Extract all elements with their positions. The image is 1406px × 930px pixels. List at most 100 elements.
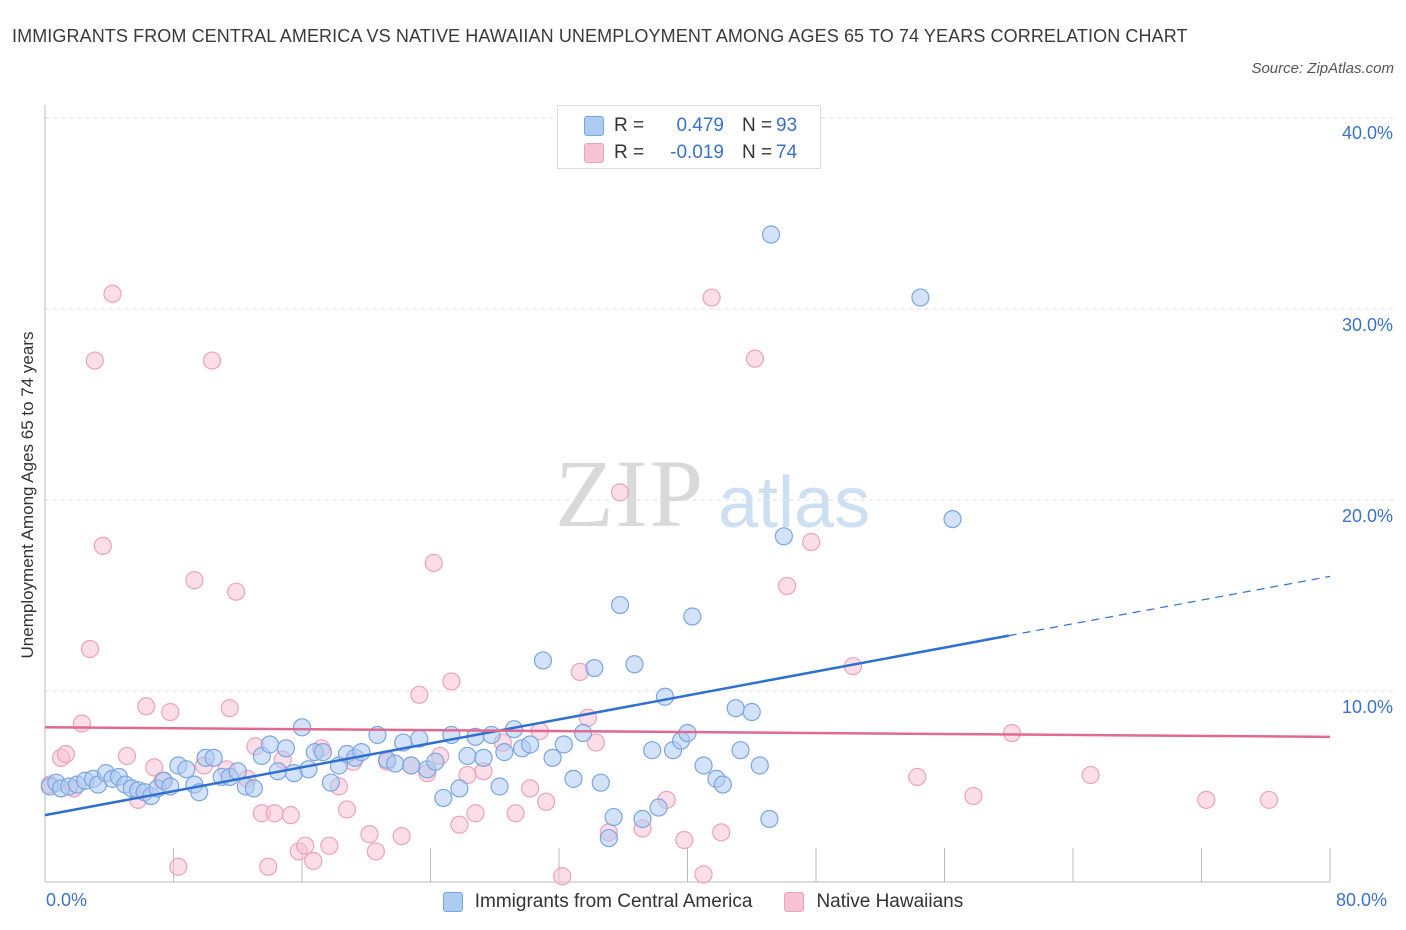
central-america-point xyxy=(533,651,553,670)
central-america-point xyxy=(292,718,312,737)
series-native-hawaiians xyxy=(40,284,1279,886)
native-hawaiians-point xyxy=(1197,790,1216,809)
central-america-point xyxy=(458,746,477,766)
central-america-point xyxy=(564,769,583,788)
trend-line-central-america-extension xyxy=(1008,575,1331,637)
central-america-point xyxy=(426,752,445,771)
y-tick-label-40: 40.0% xyxy=(1341,123,1393,143)
native-hawaiians-point xyxy=(85,351,104,370)
native-hawaiians-point xyxy=(202,351,222,370)
central-america-point xyxy=(450,779,469,798)
central-america-point xyxy=(643,741,662,760)
central-america-point xyxy=(260,735,279,754)
legend-label-native-hawaiians: Native Hawaiians xyxy=(816,891,964,912)
legend-swatch-pink xyxy=(584,143,604,163)
x-tick-label-max: 80.0% xyxy=(1336,890,1388,910)
native-hawaiians-point xyxy=(137,697,156,716)
central-america-point xyxy=(649,798,668,817)
central-america-point xyxy=(554,735,573,754)
native-hawaiians-point xyxy=(220,699,239,718)
y-tick-label-30: 30.0% xyxy=(1341,315,1393,335)
legend-swatch-blue xyxy=(584,116,604,136)
central-america-point xyxy=(750,756,769,775)
central-america-point xyxy=(694,756,713,775)
central-america-point xyxy=(321,773,341,792)
legend-r-label: R = xyxy=(614,142,645,163)
native-hawaiians-point xyxy=(424,553,443,573)
central-america-point xyxy=(543,748,562,767)
central-america-point xyxy=(731,741,750,760)
native-hawaiians-point xyxy=(1002,723,1022,743)
central-america-point xyxy=(761,225,781,244)
central-america-point xyxy=(299,760,318,779)
native-hawaiians-point xyxy=(185,571,204,590)
central-america-point xyxy=(402,756,421,775)
central-america-point xyxy=(591,773,610,792)
native-hawaiians-point xyxy=(392,827,411,846)
x-tick-label-min: 0.0% xyxy=(46,890,88,910)
central-america-point xyxy=(495,743,514,762)
native-hawaiians-point xyxy=(777,576,797,596)
native-hawaiians-point xyxy=(304,851,323,871)
central-america-point xyxy=(760,809,779,829)
y-axis-label: Unemployment Among Ages 65 to 74 years xyxy=(18,331,37,659)
central-america-point xyxy=(943,509,962,529)
legend-r-label: R = xyxy=(614,115,645,136)
source-credit: Source: ZipAtlas.com xyxy=(1251,60,1394,77)
central-america-point xyxy=(774,527,793,546)
central-america-point xyxy=(490,777,509,796)
native-hawaiians-point xyxy=(1259,790,1279,809)
legend-n-label: N = xyxy=(742,115,773,136)
native-hawaiians-point xyxy=(675,830,694,850)
central-america-point xyxy=(604,807,623,827)
central-america-point xyxy=(610,595,630,615)
native-hawaiians-point xyxy=(702,288,721,307)
central-america-point xyxy=(573,723,593,743)
central-america-point xyxy=(655,687,675,706)
y-tick-label-20: 20.0% xyxy=(1341,506,1393,526)
native-hawaiians-point xyxy=(745,349,765,368)
native-hawaiians-point xyxy=(694,865,713,884)
native-hawaiians-point xyxy=(227,582,246,601)
native-hawaiians-point xyxy=(337,800,357,819)
trend-lines xyxy=(44,575,1331,817)
central-america-point xyxy=(276,739,296,758)
central-america-point xyxy=(434,788,453,808)
central-america-point xyxy=(386,754,405,773)
legend-r-value: 0.479 xyxy=(676,115,724,136)
correlation-legend: R = 0.479 N = 93 R = -0.019 N = 74 xyxy=(557,105,821,169)
legend-swatch-blue xyxy=(442,892,463,912)
central-america-point xyxy=(713,775,732,794)
axes xyxy=(44,105,1331,883)
central-america-point xyxy=(244,779,263,798)
central-america-point xyxy=(520,735,540,754)
legend-swatch-pink xyxy=(784,892,805,912)
legend-row-central-america: R = 0.479 N = 93 xyxy=(584,114,797,138)
central-america-point xyxy=(482,725,501,745)
native-hawaiians-point xyxy=(103,284,122,303)
chart-title: IMMIGRANTS FROM CENTRAL AMERICA VS NATIV… xyxy=(12,26,1188,46)
central-america-point xyxy=(585,658,604,678)
legend-item-central-america: Immigrants from Central America xyxy=(442,891,752,913)
legend-row-native-hawaiians: R = -0.019 N = 74 xyxy=(584,141,797,165)
legend-n-value: 93 xyxy=(776,115,798,136)
native-hawaiians-point xyxy=(145,758,164,777)
native-hawaiians-point xyxy=(72,714,92,733)
central-america-point xyxy=(177,760,196,779)
native-hawaiians-point xyxy=(586,733,606,752)
legend-n-label: N = xyxy=(742,142,773,163)
native-hawaiians-point xyxy=(259,857,278,876)
central-america-point xyxy=(313,743,332,762)
legend-r-value: -0.019 xyxy=(670,142,724,163)
central-america-point xyxy=(726,699,745,718)
legend-n-value: 74 xyxy=(776,142,798,163)
trend-line-central-america xyxy=(44,634,1009,817)
watermark-atlas: atlas xyxy=(718,463,871,543)
native-hawaiians-point xyxy=(520,779,540,798)
native-hawaiians-point xyxy=(964,786,983,806)
native-hawaiians-point xyxy=(537,792,556,811)
central-america-point xyxy=(911,288,930,307)
legend-item-native-hawaiians: Native Hawaiians xyxy=(784,891,963,913)
central-america-point xyxy=(683,607,702,626)
native-hawaiians-point xyxy=(93,536,112,555)
